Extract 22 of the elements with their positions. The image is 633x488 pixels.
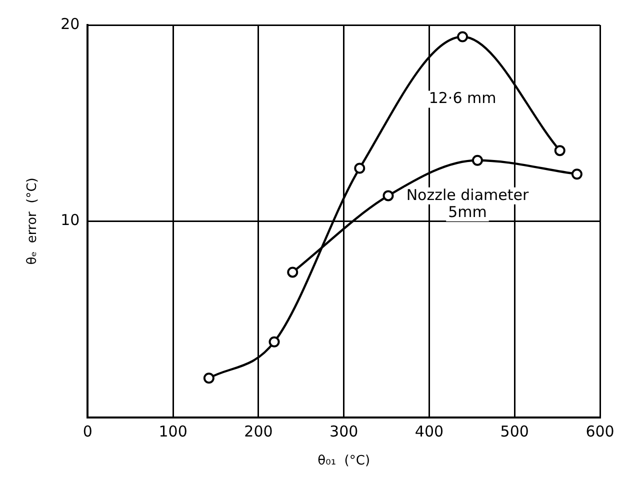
x-tick-label: 300: [330, 422, 358, 440]
point: [457, 31, 468, 42]
x-tick-label: 0: [82, 422, 92, 440]
point: [354, 162, 366, 174]
point: [472, 154, 483, 166]
point: [268, 336, 280, 348]
x-tick-label: 200: [244, 422, 273, 440]
point: [382, 190, 394, 202]
point: [203, 372, 214, 384]
point: [554, 145, 566, 156]
x-tick-label: 400: [414, 422, 444, 440]
series-label: Nozzle diameter 5mm: [406, 186, 530, 221]
x-tick-label: 100: [158, 422, 188, 440]
y-tick-label: 20: [60, 14, 80, 33]
series-label: 12·6 mm: [428, 89, 496, 108]
y-tick-label: 10: [60, 211, 80, 230]
x-axis-title: θ₀₁ (°C): [318, 454, 370, 469]
point: [287, 266, 298, 278]
x-tick-label: 500: [500, 422, 529, 440]
x-tick-label: 600: [586, 422, 614, 440]
point: [571, 168, 582, 180]
y-axis-title: θₑ error (°C): [25, 178, 40, 265]
